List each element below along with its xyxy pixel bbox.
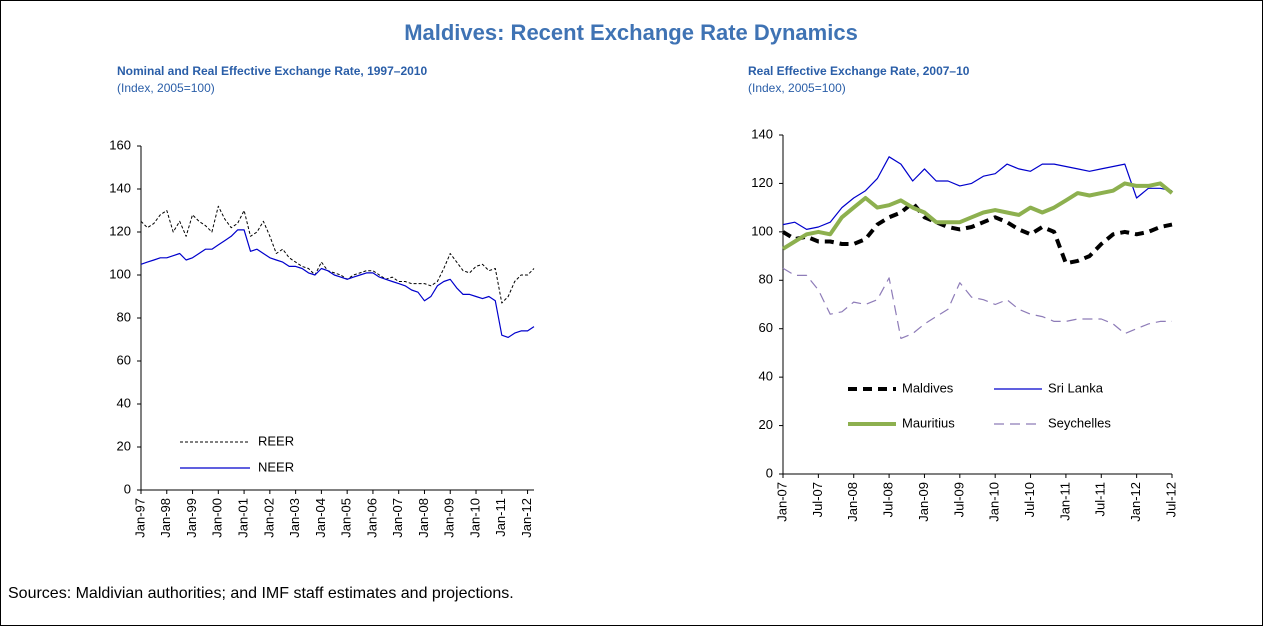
x-tick-label: Jan-05: [339, 498, 354, 538]
x-tick-label: Jan-98: [158, 498, 173, 538]
x-tick-label: Jul-11: [1093, 482, 1108, 516]
x-tick-label: Jul-08: [881, 482, 896, 517]
x-tick-label: Jan-12: [1128, 482, 1143, 522]
x-tick-label: Jan-09: [442, 498, 457, 538]
x-tick-label: Jan-11: [1057, 482, 1072, 521]
y-tick-label: 160: [109, 137, 131, 152]
x-tick-label: Jan-04: [313, 498, 328, 538]
series-line: [140, 229, 535, 338]
x-tick-label: Jan-09: [916, 482, 931, 522]
y-tick-label: 80: [759, 272, 773, 287]
x-tick-label: Jan-00: [210, 498, 225, 538]
y-tick-label: 60: [117, 352, 131, 367]
y-tick-label: 40: [117, 395, 131, 410]
x-tick-label: Jan-07: [774, 482, 789, 522]
chart-title: Nominal and Real Effective Exchange Rate…: [117, 64, 427, 78]
series-line: [782, 156, 1173, 230]
x-tick-label: Jul-09: [951, 482, 966, 517]
x-tick-label: Jan-08: [845, 482, 860, 522]
y-tick-label: 140: [751, 126, 773, 141]
x-tick-label: Jan-03: [287, 498, 302, 538]
legend-label: Seychelles: [1048, 415, 1111, 430]
legend-label: NEER: [258, 459, 294, 474]
x-tick-label: Jan-01: [236, 498, 251, 538]
y-tick-label: 40: [759, 369, 773, 384]
legend-label: Maldives: [902, 380, 954, 395]
legend-label: REER: [258, 433, 294, 448]
y-tick-label: 80: [117, 309, 131, 324]
y-tick-label: 20: [117, 438, 131, 453]
legend-label: Mauritius: [902, 415, 955, 430]
x-tick-label: Jan-02: [261, 498, 276, 538]
x-tick-label: Jan-08: [416, 498, 431, 538]
x-tick-label: Jan-12: [519, 498, 534, 538]
x-tick-label: Jan-10: [987, 482, 1002, 522]
chart-subtitle: (Index, 2005=100): [117, 81, 215, 95]
x-tick-label: Jan-97: [132, 498, 147, 538]
y-tick-label: 140: [109, 180, 131, 195]
x-tick-label: Jan-06: [364, 498, 379, 538]
y-tick-label: 100: [751, 223, 773, 238]
x-tick-label: Jan-99: [184, 498, 199, 538]
series-line: [781, 200, 1173, 266]
y-tick-label: 20: [759, 417, 773, 432]
y-tick-label: 60: [759, 320, 773, 335]
series-line: [782, 267, 1172, 339]
x-tick-label: Jan-11: [493, 498, 508, 537]
legend-label: Sri Lanka: [1048, 380, 1104, 395]
x-tick-label: Jul-07: [810, 482, 825, 517]
figure-title: Maldives: Recent Exchange Rate Dynamics: [404, 20, 858, 45]
series-line: [140, 205, 535, 304]
y-tick-label: 120: [751, 175, 773, 190]
chart-subtitle: (Index, 2005=100): [748, 81, 846, 95]
source-note: Sources: Maldivian authorities; and IMF …: [8, 585, 514, 602]
x-tick-label: Jul-12: [1163, 482, 1178, 517]
x-tick-label: Jan-07: [390, 498, 405, 538]
chart-title: Real Effective Exchange Rate, 2007–10: [748, 64, 970, 78]
y-tick-label: 0: [124, 481, 131, 496]
y-tick-label: 120: [109, 223, 131, 238]
y-tick-label: 100: [109, 266, 131, 281]
x-tick-label: Jul-10: [1022, 482, 1037, 517]
x-tick-label: Jan-10: [467, 498, 482, 538]
y-tick-label: 0: [766, 465, 773, 480]
series-line: [781, 181, 1174, 251]
